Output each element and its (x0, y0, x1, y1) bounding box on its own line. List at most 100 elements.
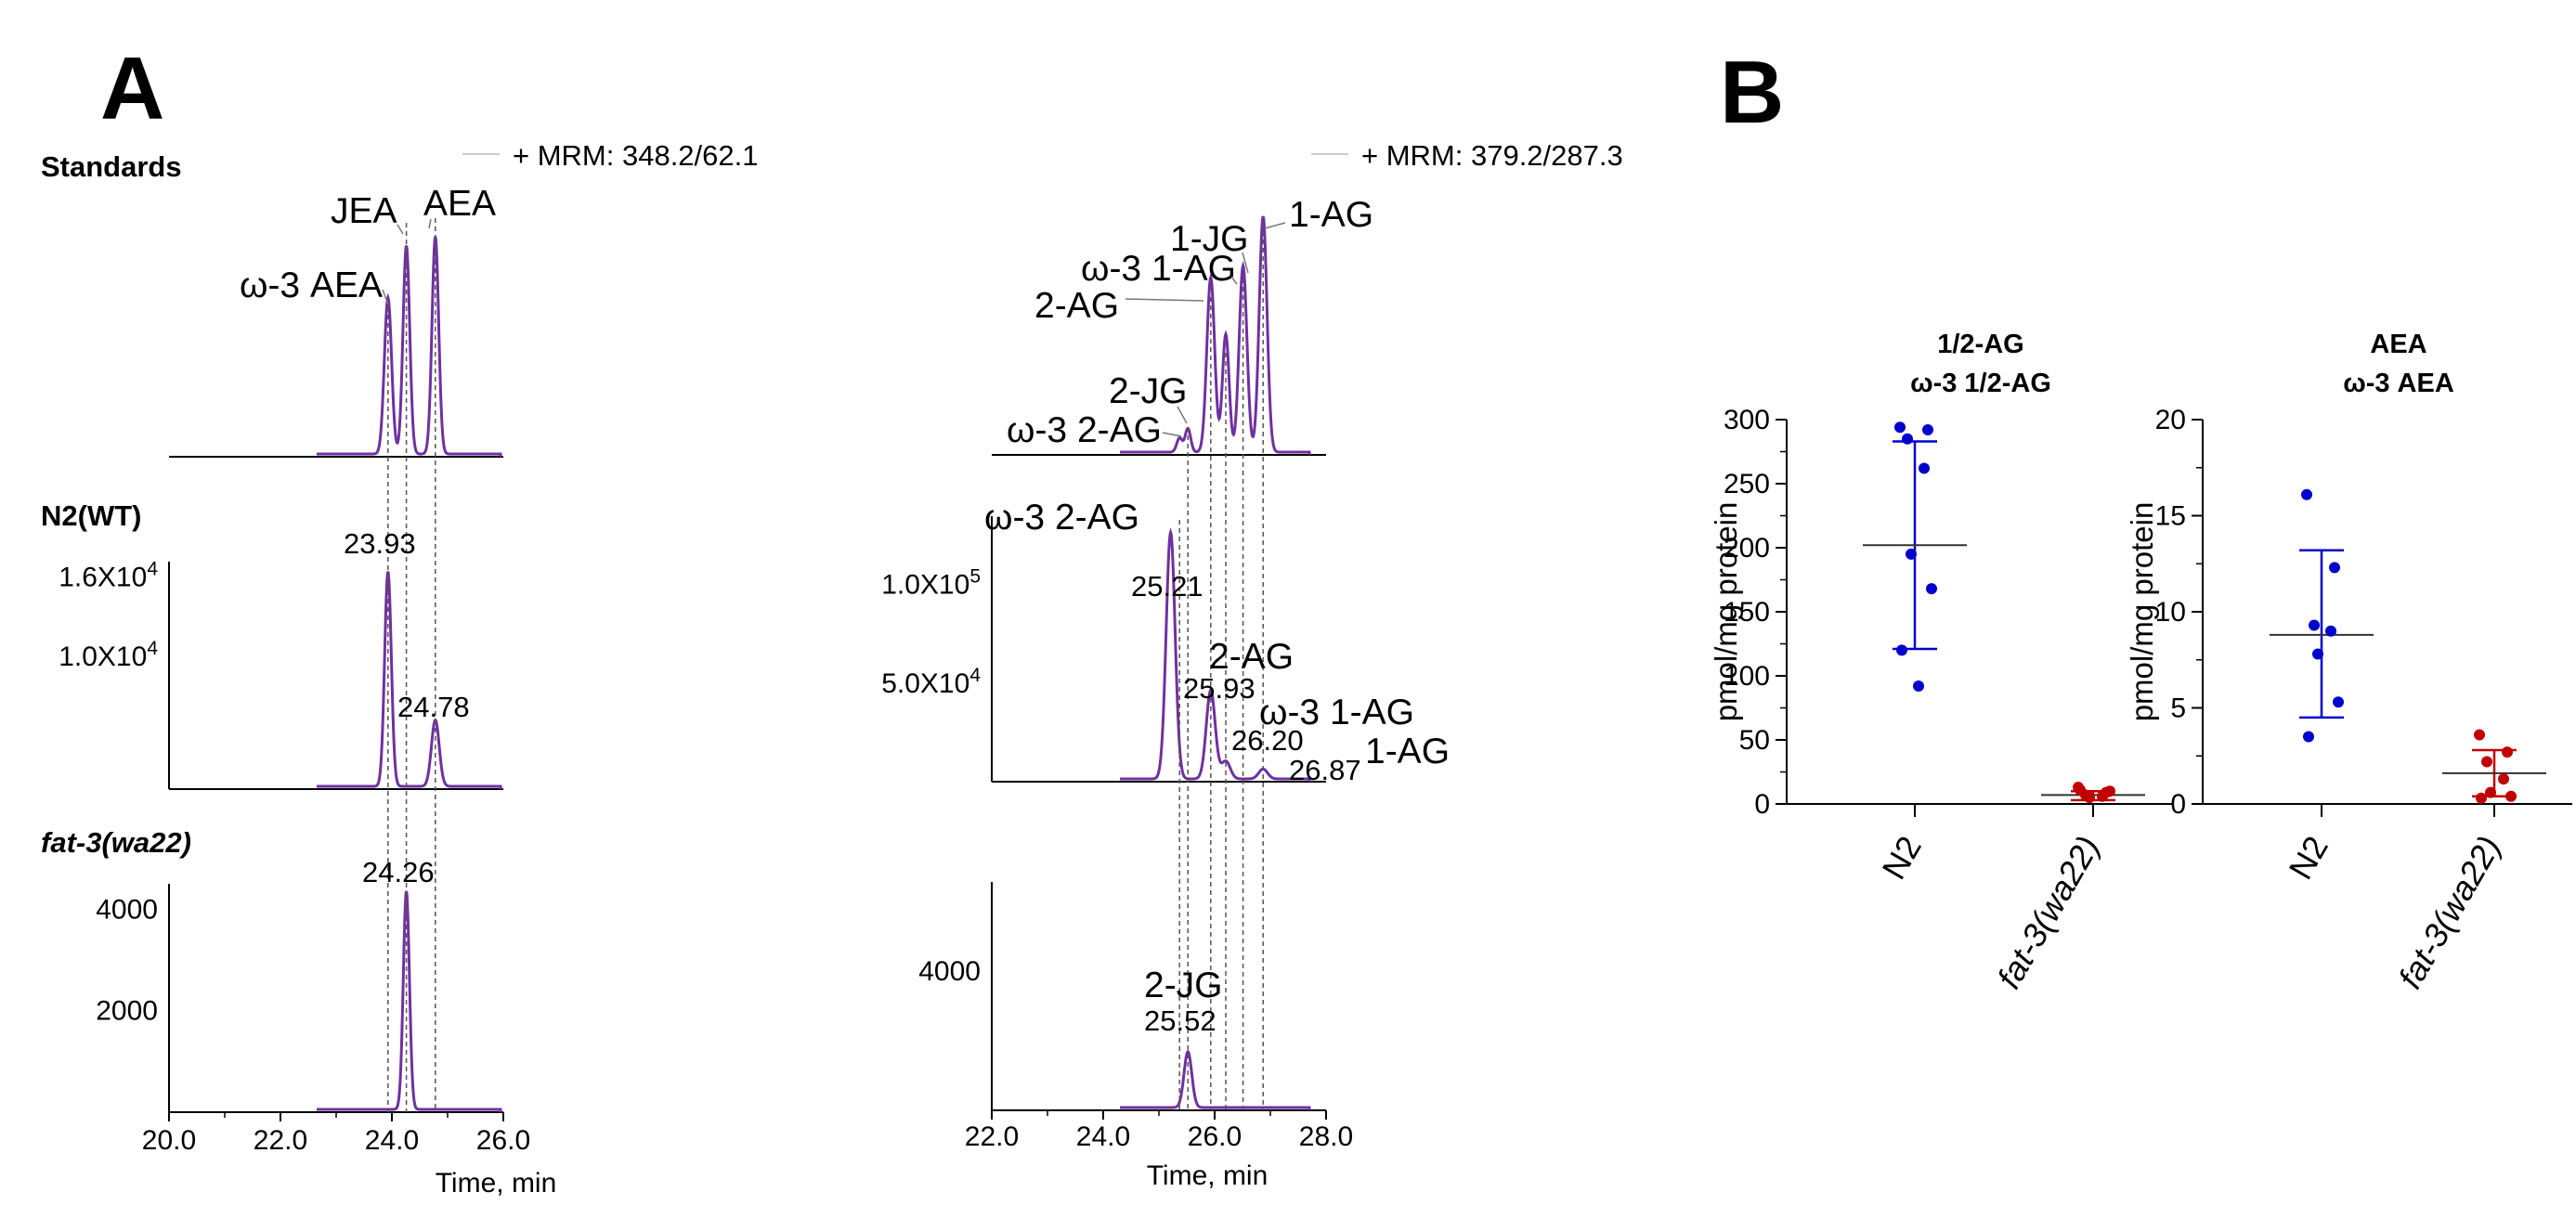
data-point (2301, 488, 2312, 500)
rt-label-25-52: 25.52 (1144, 1004, 1216, 1037)
peak-label-omega3-2ag-n2: ω-3 2-AG (984, 498, 1139, 538)
data-point (1902, 433, 1913, 445)
rt-label-23-93: 23.93 (344, 527, 416, 560)
x-tick-label: 28.0 (1299, 1121, 1353, 1152)
rt-label-26-87: 26.87 (1289, 754, 1361, 786)
x-tick-label: 24.0 (365, 1125, 419, 1156)
rt-label-24-26: 24.26 (362, 856, 435, 888)
chromatogram-right: ω-3 2-AG 2-JG 2-AG ω-3 1-AG 1-JG 1-AG ω-… (881, 195, 1450, 1191)
x-ticks (991, 1110, 1327, 1120)
leader-line (1177, 406, 1188, 424)
x-axis-title-left: Time, min (436, 1168, 557, 1199)
data-point (2498, 773, 2509, 785)
data-point (2333, 696, 2344, 708)
data-point (1894, 421, 1906, 434)
y-tick-label: 0 (2170, 789, 2186, 820)
y-tick-label: 10 (2155, 597, 2186, 628)
data-point (2312, 648, 2323, 660)
row-label-n2wt: N2(WT) (41, 499, 141, 532)
leader-line (1264, 222, 1286, 229)
scatter-aea: AEA ω-3 AEA 0 5 10 15 20 pmol/mg protein… (2125, 330, 2572, 995)
y-tick-label: 1.0X105 (881, 566, 981, 601)
chart-title-line2: ω-3 1/2-AG (1910, 369, 2051, 398)
leader-line (1242, 252, 1249, 274)
rt-label-25-93: 25.93 (1183, 672, 1255, 705)
chart-title-line1: 1/2-AG (1937, 330, 2023, 359)
y-tick-label: 15 (2155, 501, 2186, 532)
peak-label-omega3-aea: ω-3 AEA (240, 266, 383, 305)
data-point (2084, 792, 2095, 804)
y-tick-label: 50 (1739, 725, 1770, 756)
x-tick-label: 26.0 (1188, 1121, 1242, 1152)
chromatogram-left: ω-3 AEA JEA AEA 23.93 24.78 24.26 1.6X10… (59, 184, 556, 1199)
y-tick-label: 250 (1724, 469, 1770, 499)
x-tick-label: 26.0 (476, 1125, 530, 1156)
y-ticks (2192, 419, 2203, 805)
data-point (2502, 746, 2513, 758)
data-point (2329, 562, 2340, 574)
y-tick-label: 0 (1754, 789, 1770, 820)
leader-line (397, 224, 404, 235)
leader-line (1125, 298, 1204, 302)
mrm-label-right: + MRM: 379.2/287.3 (1361, 139, 1623, 172)
data-point (2325, 625, 2336, 637)
scatter-marks (2270, 488, 2546, 804)
peak-label-2jg: 2-JG (1109, 371, 1188, 411)
mrm-label-left: + MRM: 348.2/62.1 (513, 139, 759, 172)
panel-label-a: A (100, 39, 164, 138)
y-tick-label: 100 (1724, 661, 1770, 692)
data-point (1922, 424, 1933, 436)
panel-label-b: B (1720, 43, 1784, 142)
leader-line (1230, 276, 1238, 285)
data-point (1906, 548, 1917, 560)
leader-line (428, 218, 432, 229)
scatter-marks (1863, 421, 2145, 804)
peak-label-omega3-1ag-n2: ω-3 1-AG (1259, 693, 1414, 732)
data-point (2505, 790, 2517, 802)
data-point (2075, 784, 2086, 796)
peak-label-1jg: 1-JG (1170, 219, 1249, 259)
y-tick-label: 200 (1724, 533, 1770, 564)
leader-line (382, 289, 389, 305)
data-point (2485, 786, 2496, 798)
rt-label-26-20: 26.20 (1231, 724, 1304, 757)
trace-n2-right (1120, 527, 1311, 782)
peak-label-1ag-n2: 1-AG (1365, 732, 1450, 771)
trace-fat3 (317, 890, 502, 1112)
data-point (1926, 583, 1937, 595)
category-label-n2: N2 (1874, 830, 1929, 886)
trace-standards-right (1120, 215, 1311, 455)
row-label-fat3: fat-3(wa22) (41, 826, 191, 859)
data-point (2303, 731, 2314, 743)
x-tick-label: 24.0 (1076, 1121, 1130, 1152)
data-point (2104, 785, 2115, 797)
peak-label-omega3-1ag: ω-3 1-AG (1081, 249, 1236, 289)
y-ticks (1776, 419, 1787, 805)
trace-standards (317, 236, 502, 457)
y-axis-title: pmol/mg protein (2125, 502, 2159, 722)
y-tick-label: 150 (1724, 597, 1770, 628)
data-point (2481, 756, 2492, 768)
y-axis-title: pmol/mg protein (1709, 502, 1743, 722)
y-tick-label: 4000 (96, 894, 158, 925)
category-label-fat3: fat-3(wa22) (1989, 830, 2107, 995)
data-point (1919, 462, 1930, 474)
data-point (1896, 644, 1907, 656)
y-tick-label: 2000 (96, 996, 158, 1027)
y-tick-label: 4000 (918, 956, 981, 987)
x-axis-title-right: Time, min (1147, 1160, 1268, 1191)
y-tick-label: 5.0X104 (881, 665, 981, 699)
y-tick-label: 5 (2170, 693, 2186, 724)
row-label-standards: Standards (41, 150, 182, 183)
x-tick-label: 22.0 (965, 1121, 1019, 1152)
x-ticks (168, 1112, 504, 1121)
data-point (2474, 729, 2485, 741)
category-label-n2: N2 (2281, 830, 2335, 886)
y-tick-label: 1.6X104 (59, 558, 158, 592)
data-point (2309, 619, 2320, 631)
rt-label-25-21: 25.21 (1131, 570, 1203, 603)
peak-label-2jg-fat3: 2-JG (1144, 965, 1223, 1005)
peak-label-1ag: 1-AG (1289, 195, 1373, 235)
data-point (1913, 680, 1924, 693)
